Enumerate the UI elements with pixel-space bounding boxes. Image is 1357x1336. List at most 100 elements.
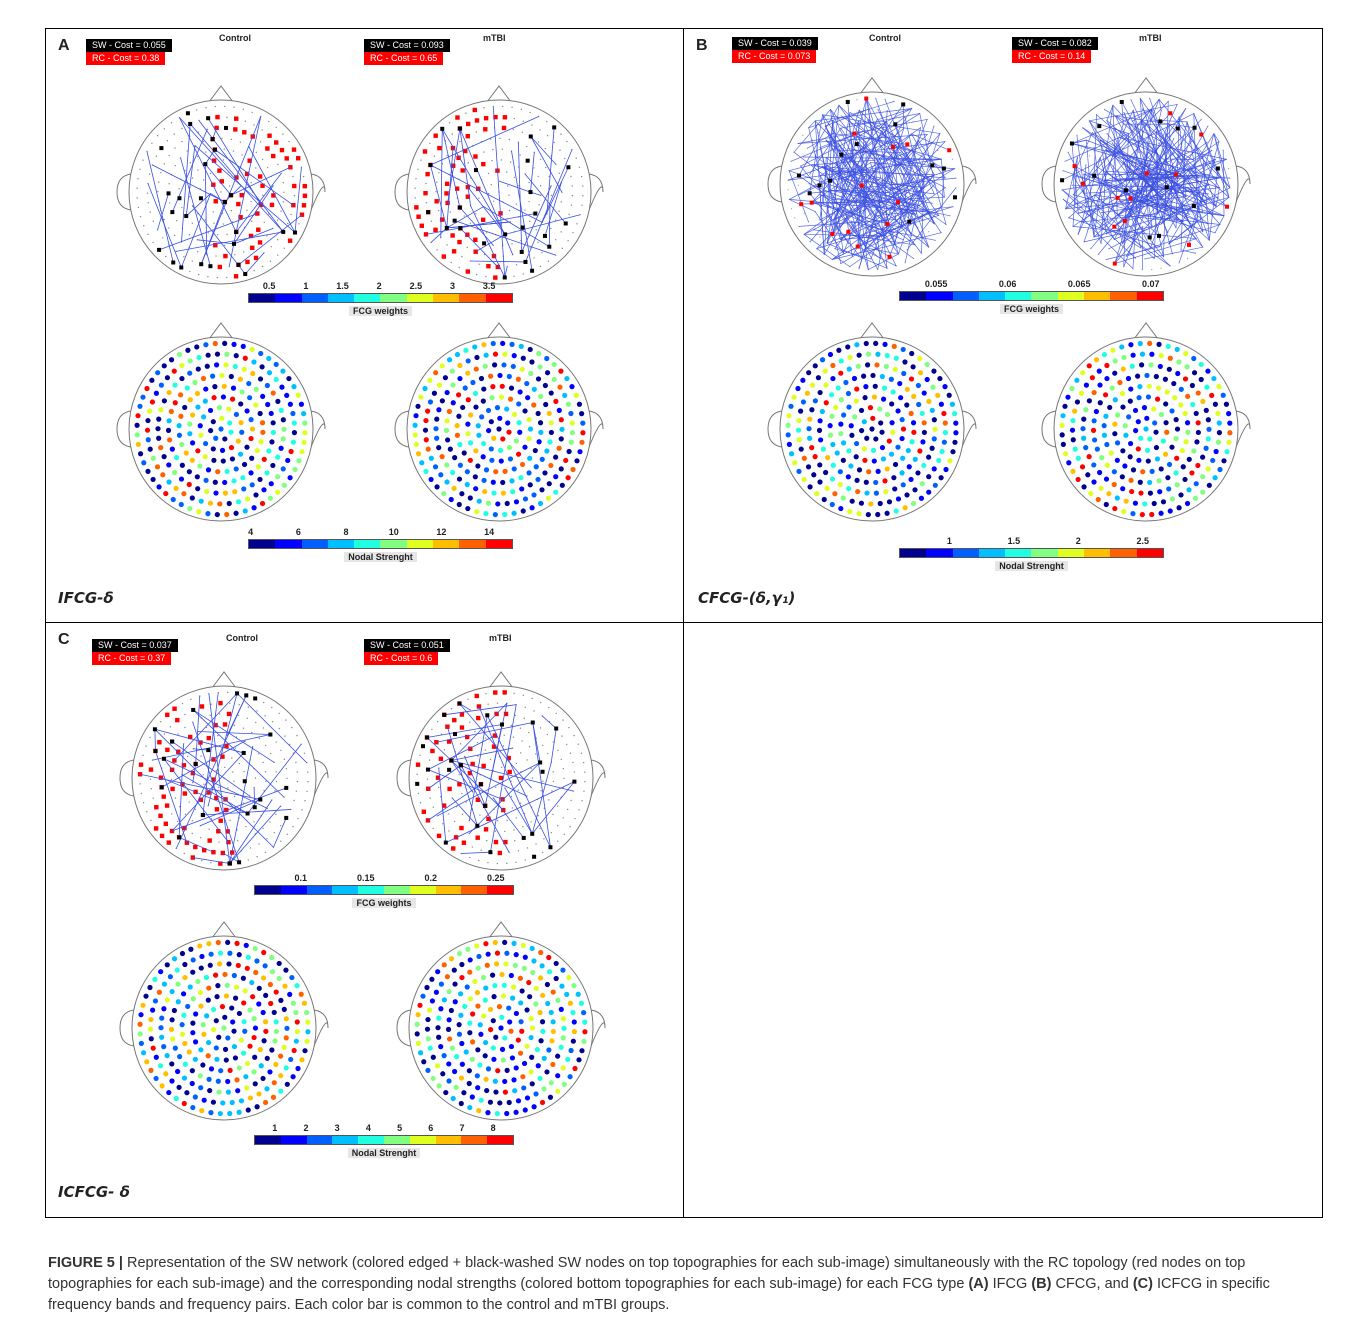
sw-node: [532, 854, 537, 859]
electrode-node: [889, 420, 895, 426]
network-edge: [214, 149, 294, 206]
electrode-node: [541, 1055, 547, 1061]
electrode-dot: [184, 713, 186, 716]
rc-node: [447, 786, 452, 792]
electrode-node: [492, 1078, 498, 1084]
electrode-node: [205, 997, 211, 1003]
electrode-node: [251, 359, 257, 365]
electrode-node: [830, 362, 836, 369]
rc-node: [1128, 196, 1133, 201]
electrode-node: [549, 1038, 555, 1044]
electrode-node: [846, 366, 852, 372]
electrode-node: [816, 427, 823, 433]
rc-node: [895, 200, 900, 205]
network-edge: [171, 741, 251, 797]
electrode-dot: [191, 222, 194, 225]
sw-node: [1157, 233, 1162, 238]
electrode-node: [1139, 351, 1146, 357]
network-edge: [874, 128, 904, 153]
electrode-dot: [262, 194, 264, 197]
sw-node: [258, 797, 263, 802]
electrode-node: [528, 1016, 534, 1022]
colorbar-tick-label: 0.15: [357, 873, 375, 883]
electrode-node: [267, 981, 273, 988]
electrode-node: [432, 464, 439, 470]
rc-node: [493, 690, 498, 695]
electrode-dot: [576, 223, 578, 225]
network-edge: [1109, 162, 1126, 182]
rc-node: [222, 722, 228, 727]
electrode-node: [1120, 486, 1126, 492]
electrode-dot: [543, 838, 545, 840]
electrode-node: [1091, 479, 1097, 485]
electrode-dot: [188, 801, 190, 803]
electrode-node: [264, 1055, 270, 1061]
electrode-node: [931, 368, 937, 374]
electrode-node: [260, 429, 266, 435]
sw-node: [1060, 178, 1065, 183]
electrode-node: [490, 340, 496, 347]
electrode-node: [942, 430, 949, 436]
electrode-dot: [136, 197, 138, 199]
colorbar-tick-label: 0.065: [1067, 279, 1091, 289]
electrode-dot: [446, 244, 448, 246]
electrode-dot: [271, 706, 273, 709]
electrode-dot: [448, 813, 450, 815]
electrode-node: [485, 951, 491, 957]
electrode-node: [890, 389, 896, 395]
electrode-node: [449, 368, 455, 374]
left-ear-outline: [116, 173, 132, 211]
electrode-node: [291, 384, 297, 390]
electrode-dot: [526, 145, 528, 148]
colorbar-tick-label: 6: [295, 527, 301, 537]
electrode-node: [938, 475, 944, 481]
electrode-node: [873, 479, 879, 486]
network-edge: [192, 709, 275, 763]
electrode-node: [147, 984, 153, 991]
electrode-node: [253, 969, 259, 976]
rc-node: [439, 217, 445, 222]
electrode-dot: [178, 187, 180, 190]
caption-ref-c: (C): [1132, 1275, 1153, 1292]
network-edge: [1106, 120, 1142, 194]
rc-node: [153, 826, 159, 831]
network-edge: [1068, 217, 1160, 248]
electrode-dot: [191, 177, 194, 179]
electrode-node: [1066, 460, 1072, 466]
electrode-node: [1205, 368, 1211, 374]
electrode-node: [207, 500, 214, 506]
electrode-node: [1191, 448, 1197, 454]
electrode-dot: [539, 158, 542, 161]
electrode-node: [202, 440, 209, 447]
rc-node: [426, 786, 431, 791]
electrode-node: [829, 476, 836, 482]
electrode-dot: [450, 708, 453, 710]
sw-node: [253, 696, 258, 701]
electrode-dot: [528, 745, 531, 748]
electrode-node: [181, 1100, 187, 1107]
network-edge: [807, 133, 834, 149]
rc-node: [460, 168, 465, 173]
sw-node: [252, 805, 257, 810]
electrode-node: [1074, 377, 1080, 383]
left-ear-outline: [396, 1009, 412, 1047]
electrode-node: [879, 444, 886, 451]
panel-c-nodal-gradient: [254, 1135, 514, 1145]
electrode-node: [786, 413, 792, 419]
network-edge: [838, 105, 914, 179]
electrode-node: [293, 1009, 299, 1016]
sw-node: [1164, 185, 1169, 190]
electrode-node: [879, 429, 885, 435]
electrode-node: [257, 376, 264, 382]
sw-node: [227, 861, 232, 866]
electrode-node: [1178, 492, 1184, 498]
sw-node: [525, 158, 530, 163]
electrode-node: [1117, 379, 1123, 386]
colorbar-tick-label: 8: [490, 1123, 496, 1133]
electrode-node: [1126, 414, 1132, 420]
network-edge: [808, 127, 842, 264]
electrode-node: [431, 390, 437, 396]
electrode-node: [510, 489, 516, 495]
electrode-node: [181, 1012, 187, 1018]
electrode-node: [159, 1034, 165, 1040]
